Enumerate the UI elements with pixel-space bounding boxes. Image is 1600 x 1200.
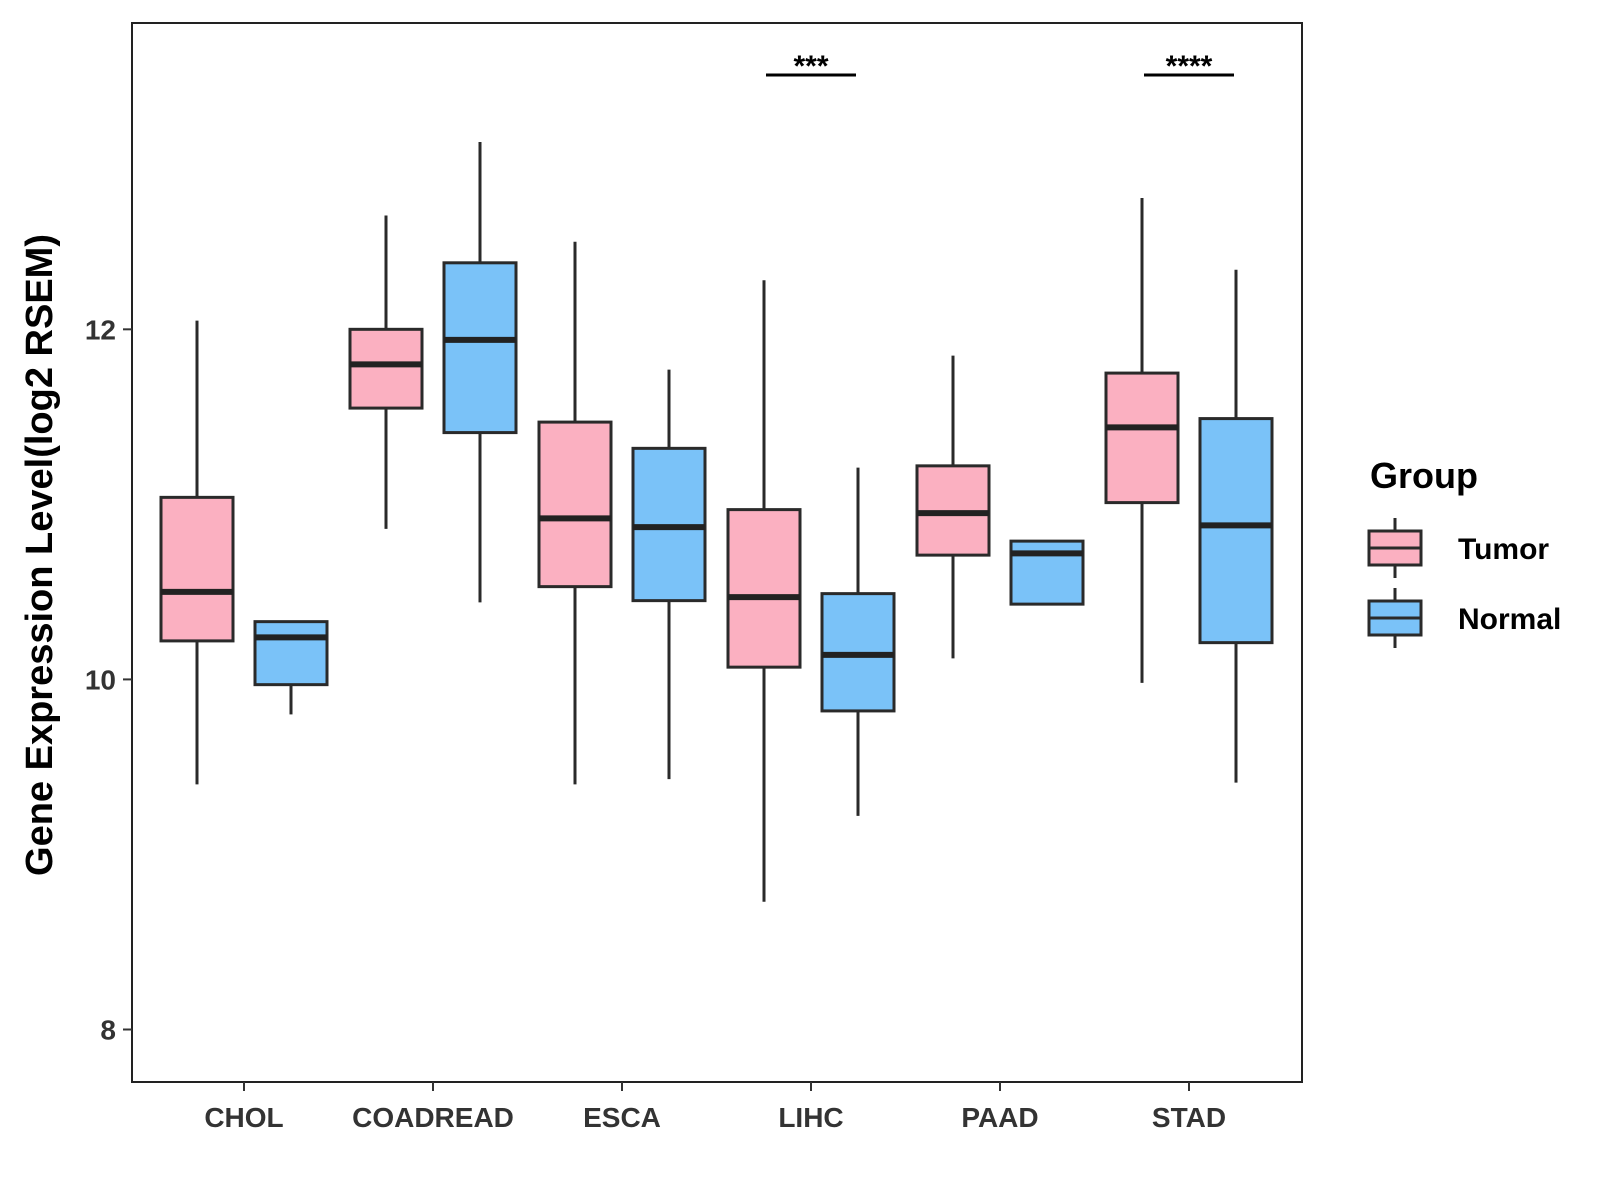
x-tick-label: LIHC [778, 1102, 843, 1133]
box-normal-paad [1009, 539, 1085, 606]
legend: Group Tumor Normal [1367, 455, 1561, 648]
y-tick-label: 10 [85, 664, 116, 695]
box-body [537, 420, 613, 589]
x-tick-label: STAD [1152, 1102, 1226, 1133]
box-normal-chol [253, 620, 329, 715]
box-body [442, 261, 518, 435]
x-tick-label: COADREAD [352, 1102, 514, 1133]
box-tumor-esca [537, 241, 613, 785]
box-body [159, 495, 235, 643]
box-tumor-stad [1104, 198, 1180, 683]
box-body [348, 327, 424, 410]
box-tumor-lihc [726, 280, 802, 902]
significance-label: **** [1166, 50, 1213, 83]
legend-label: Tumor [1458, 533, 1549, 566]
legend-item-tumor: Tumor [1367, 518, 1549, 578]
box-body [1104, 371, 1180, 505]
box-body [1198, 417, 1274, 645]
plot-panel-border [131, 22, 1303, 1083]
box-body [253, 620, 329, 687]
significance-label: *** [793, 50, 828, 83]
box-tumor-chol [159, 320, 235, 785]
y-axis-title: Gene Expression Level(log2 RSEM) [19, 234, 61, 876]
y-tick-label: 12 [85, 314, 116, 345]
x-tick-label: ESCA [583, 1102, 661, 1133]
box-normal-stad [1198, 269, 1274, 783]
box-normal-coadread [442, 142, 518, 603]
x-tick-label: CHOL [204, 1102, 283, 1133]
box-tumor-paad [915, 355, 991, 659]
box-normal-esca [631, 369, 707, 780]
legend-title: Group [1370, 455, 1478, 496]
box-normal-lihc [820, 467, 896, 816]
y-tick-label: 8 [100, 1014, 116, 1045]
x-tick-label: PAAD [961, 1102, 1038, 1133]
legend-item-normal: Normal [1367, 588, 1561, 648]
box-body [726, 508, 802, 669]
legend-label: Normal [1458, 603, 1561, 636]
box-tumor-coadread [348, 215, 424, 529]
